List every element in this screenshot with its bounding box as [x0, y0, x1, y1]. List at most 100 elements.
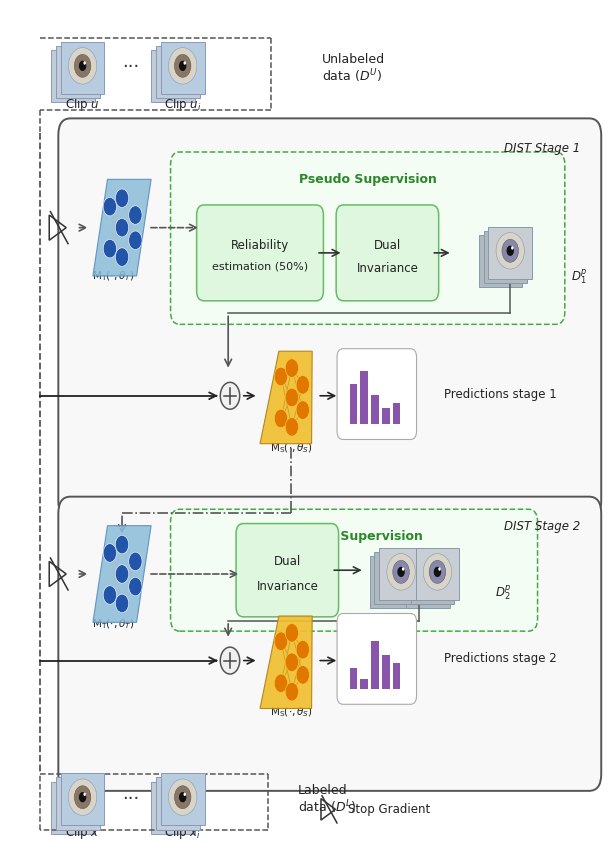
Circle shape: [285, 653, 299, 672]
Circle shape: [79, 61, 86, 71]
FancyBboxPatch shape: [416, 548, 459, 600]
Text: Reliability: Reliability: [231, 239, 289, 252]
Circle shape: [116, 594, 129, 613]
Circle shape: [398, 567, 405, 577]
Text: data ($D^U$): data ($D^U$): [322, 68, 382, 85]
Circle shape: [274, 409, 288, 428]
Circle shape: [103, 544, 117, 562]
Circle shape: [285, 388, 299, 407]
Text: Predictions stage 2: Predictions stage 2: [443, 652, 556, 665]
Text: data ($D^L$): data ($D^L$): [298, 799, 356, 816]
FancyBboxPatch shape: [161, 773, 204, 825]
Polygon shape: [93, 526, 151, 622]
FancyBboxPatch shape: [336, 205, 438, 300]
Circle shape: [434, 567, 441, 577]
Text: Clip $x$: Clip $x$: [65, 825, 100, 841]
FancyBboxPatch shape: [483, 231, 527, 283]
Text: Invariance: Invariance: [356, 262, 418, 274]
FancyBboxPatch shape: [406, 556, 449, 609]
Text: $\mathrm{M_S}(\cdot,\theta_S)$: $\mathrm{M_S}(\cdot,\theta_S)$: [271, 706, 313, 719]
Text: estimation (50%): estimation (50%): [212, 262, 308, 272]
Text: DIST Stage 1: DIST Stage 1: [504, 142, 580, 155]
FancyBboxPatch shape: [371, 641, 379, 690]
FancyBboxPatch shape: [51, 51, 95, 102]
FancyBboxPatch shape: [51, 782, 95, 834]
FancyBboxPatch shape: [151, 51, 195, 102]
FancyBboxPatch shape: [370, 556, 413, 609]
Text: $\mathrm{M_T}(\cdot,\theta_T)$: $\mathrm{M_T}(\cdot,\theta_T)$: [92, 618, 134, 631]
Ellipse shape: [68, 779, 97, 815]
Circle shape: [179, 792, 187, 803]
Circle shape: [129, 206, 142, 225]
Circle shape: [274, 632, 288, 651]
FancyBboxPatch shape: [196, 205, 323, 300]
Circle shape: [285, 359, 299, 377]
FancyBboxPatch shape: [161, 42, 204, 94]
Text: Predictions stage 1: Predictions stage 1: [443, 387, 556, 401]
FancyBboxPatch shape: [350, 384, 357, 425]
Circle shape: [184, 62, 186, 65]
Circle shape: [296, 376, 309, 394]
Text: Labeled: Labeled: [298, 784, 348, 798]
Circle shape: [103, 197, 117, 216]
FancyBboxPatch shape: [371, 395, 379, 425]
FancyBboxPatch shape: [236, 523, 339, 617]
Circle shape: [129, 231, 142, 250]
Polygon shape: [93, 179, 151, 276]
Circle shape: [74, 54, 91, 78]
Ellipse shape: [68, 47, 97, 84]
Circle shape: [116, 535, 129, 554]
Text: Stop Gradient: Stop Gradient: [348, 803, 430, 816]
Text: $D_2^p$: $D_2^p$: [495, 583, 512, 602]
Text: ···: ···: [122, 790, 140, 809]
FancyBboxPatch shape: [478, 235, 522, 287]
FancyBboxPatch shape: [171, 509, 537, 631]
Text: $D_1^p$: $D_1^p$: [571, 267, 588, 286]
Text: Invariance: Invariance: [257, 580, 318, 592]
Circle shape: [174, 54, 191, 78]
Circle shape: [220, 382, 240, 409]
Circle shape: [296, 666, 309, 684]
Text: Dual: Dual: [274, 555, 301, 568]
Text: Unlabeled: Unlabeled: [322, 53, 385, 66]
Text: Clip $x_i$: Clip $x_i$: [164, 825, 201, 841]
Ellipse shape: [387, 554, 415, 590]
Circle shape: [103, 240, 117, 258]
FancyBboxPatch shape: [411, 552, 454, 604]
Circle shape: [174, 786, 191, 809]
Circle shape: [116, 219, 129, 237]
FancyBboxPatch shape: [58, 496, 601, 791]
Circle shape: [116, 248, 129, 267]
Circle shape: [274, 367, 288, 386]
Circle shape: [129, 552, 142, 571]
Circle shape: [285, 624, 299, 642]
Text: Clip $u$: Clip $u$: [65, 95, 100, 112]
FancyBboxPatch shape: [375, 552, 418, 604]
FancyBboxPatch shape: [171, 152, 565, 324]
Ellipse shape: [423, 554, 452, 590]
FancyBboxPatch shape: [382, 655, 390, 690]
FancyBboxPatch shape: [350, 668, 357, 690]
Text: DIST Stage 2: DIST Stage 2: [504, 520, 580, 533]
Circle shape: [129, 577, 142, 596]
Circle shape: [506, 246, 514, 256]
FancyBboxPatch shape: [61, 42, 105, 94]
Circle shape: [83, 62, 86, 65]
FancyBboxPatch shape: [56, 777, 100, 830]
FancyBboxPatch shape: [58, 118, 601, 517]
FancyBboxPatch shape: [337, 349, 416, 440]
FancyBboxPatch shape: [61, 773, 105, 825]
FancyBboxPatch shape: [393, 663, 400, 690]
Circle shape: [511, 246, 514, 250]
FancyBboxPatch shape: [56, 46, 100, 98]
Circle shape: [74, 786, 91, 809]
Circle shape: [83, 793, 86, 796]
Circle shape: [285, 683, 299, 701]
Text: $\mathrm{M_S}(\cdot,\theta_S)$: $\mathrm{M_S}(\cdot,\theta_S)$: [271, 441, 313, 455]
FancyBboxPatch shape: [156, 777, 199, 830]
Circle shape: [274, 674, 288, 693]
Circle shape: [429, 560, 446, 583]
Circle shape: [184, 793, 186, 796]
Circle shape: [220, 647, 240, 674]
Polygon shape: [260, 616, 312, 708]
